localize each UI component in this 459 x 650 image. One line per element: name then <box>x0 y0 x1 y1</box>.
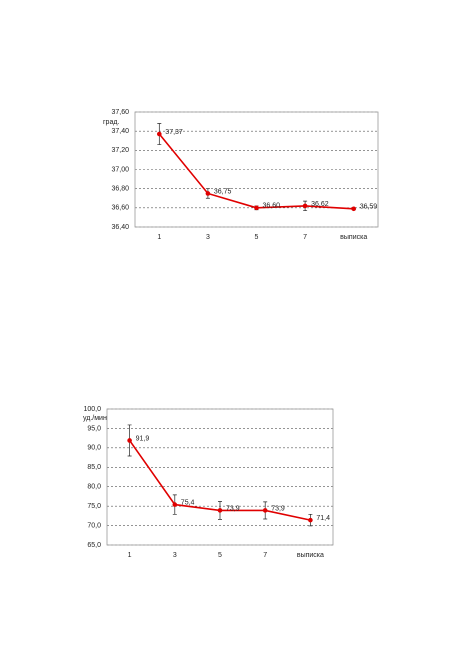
data-label: 36,60 <box>263 203 281 210</box>
y-tick-label: 90,0 <box>87 445 101 452</box>
x-tick-label: 5 <box>218 552 222 559</box>
data-point <box>351 206 357 212</box>
data-point <box>302 203 308 209</box>
x-tick-label: 5 <box>255 234 259 241</box>
plot-area <box>134 111 379 228</box>
y-tick-label: 85,0 <box>87 464 101 471</box>
data-label: 73,9 <box>226 505 240 512</box>
y-tick-label: 100,0 <box>83 406 101 413</box>
x-tick-label: выписка <box>340 234 367 241</box>
plot-area <box>106 408 334 546</box>
y-axis-unit: град. <box>103 119 119 126</box>
series-line <box>158 133 354 210</box>
y-tick-label: 37,00 <box>111 166 129 173</box>
data-point <box>172 502 178 507</box>
y-tick-label: 37,40 <box>111 128 129 135</box>
data-point <box>254 205 259 211</box>
y-tick-label: 36,80 <box>111 186 129 193</box>
data-label: 36,75 <box>214 188 232 195</box>
data-label: 36,62 <box>311 201 329 208</box>
data-point <box>127 438 132 443</box>
x-tick-label: 7 <box>303 234 307 241</box>
y-tick-label: 36,60 <box>111 205 129 212</box>
x-tick-label: 3 <box>206 234 210 241</box>
x-tick-label: выписка <box>297 552 324 559</box>
x-tick-label: 1 <box>157 234 161 241</box>
data-point <box>157 131 162 137</box>
data-label: 75,4 <box>181 499 195 506</box>
data-point <box>217 508 223 513</box>
data-label: 91,9 <box>136 435 150 442</box>
data-point <box>262 508 268 513</box>
data-point <box>205 191 211 196</box>
x-tick-label: 1 <box>128 552 132 559</box>
y-tick-label: 75,0 <box>87 503 101 510</box>
data-label: 36,59 <box>360 204 378 211</box>
data-label: 71,4 <box>316 515 330 522</box>
x-tick-label: 7 <box>263 552 267 559</box>
y-axis-unit: уд./мин <box>83 415 107 422</box>
x-tick-label: 3 <box>173 552 177 559</box>
y-tick-label: 65,0 <box>87 542 101 549</box>
data-label: 73,9 <box>271 505 285 512</box>
y-tick-label: 95,0 <box>87 425 101 432</box>
y-tick-label: 37,20 <box>111 147 129 154</box>
data-point <box>308 517 313 523</box>
data-label: 37,37 <box>165 129 183 136</box>
y-tick-label: 36,40 <box>111 224 129 231</box>
y-tick-label: 70,0 <box>87 522 101 529</box>
y-tick-label: 37,60 <box>111 109 129 116</box>
y-tick-label: 80,0 <box>87 484 101 491</box>
